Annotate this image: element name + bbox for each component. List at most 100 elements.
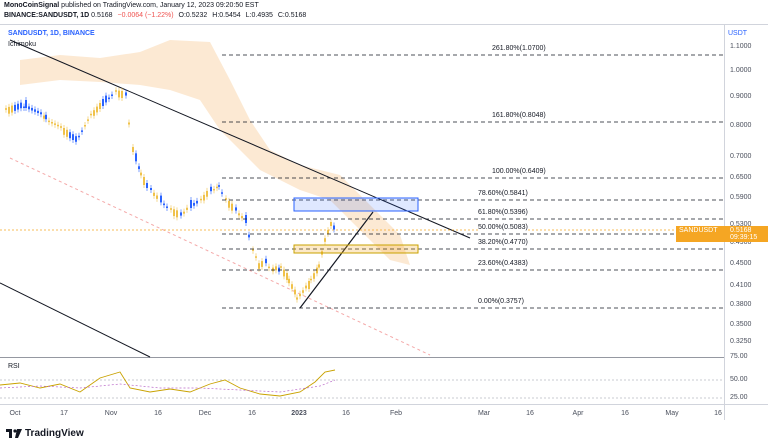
- time-axis-tick: 17: [60, 410, 68, 417]
- rsi-signal-line: [0, 379, 336, 393]
- candle-body: [14, 104, 16, 111]
- author-name[interactable]: MonoCoinSignal: [4, 2, 60, 9]
- candle-body: [54, 123, 56, 125]
- candle-body: [108, 97, 110, 100]
- fib-level-label: 23.60%(0.4383): [478, 260, 528, 267]
- candle-body: [231, 203, 233, 211]
- time-axis-tick: 2023: [291, 410, 307, 417]
- price-axis-tick: 0.6500: [730, 174, 752, 181]
- price-change: −0.0064 (−1.22%): [117, 12, 174, 19]
- currency-label[interactable]: USDT: [728, 30, 748, 37]
- candle-body: [330, 222, 332, 226]
- fib-level-label: 161.80%(0.8048): [492, 112, 546, 119]
- candle-body: [23, 106, 25, 109]
- time-axis-tick: 16: [526, 410, 534, 417]
- ohlc-line: BINANCE:SANDUSDT, 1D 0.5168 −0.0064 (−1.…: [4, 12, 309, 19]
- candle-body: [241, 216, 243, 219]
- candle-body: [105, 95, 107, 103]
- candle-body: [60, 126, 62, 128]
- rsi-label[interactable]: RSI: [8, 363, 20, 370]
- time-axis-tick: Nov: [104, 410, 118, 417]
- price-axis-tick: 0.5300: [730, 221, 752, 228]
- close-value: C:0.5168: [277, 12, 307, 19]
- channel-line-bottom[interactable]: [0, 282, 151, 358]
- candle-body: [37, 110, 39, 114]
- candle-body: [57, 124, 59, 127]
- candle-body: [291, 284, 293, 289]
- candle-body: [238, 213, 240, 216]
- price-axis-tick: 0.3500: [730, 321, 752, 328]
- fib-level-label: 50.00%(0.5083): [478, 224, 528, 231]
- candle-body: [318, 264, 320, 268]
- resistance-zone[interactable]: [293, 197, 419, 212]
- ichimoku-label[interactable]: Ichimoku: [8, 41, 37, 48]
- price-axis-tick: 0.5900: [730, 194, 752, 201]
- tradingview-logo-icon: [6, 429, 22, 438]
- descending-trendline-upper[interactable]: [9, 39, 471, 239]
- candle-body: [78, 135, 80, 138]
- candle-body: [140, 172, 142, 176]
- price-axis-tick: 0.9000: [730, 93, 752, 100]
- candle-body: [8, 106, 10, 114]
- tradingview-brand[interactable]: TradingView: [6, 428, 84, 439]
- candle-body: [156, 195, 158, 199]
- candle-body: [173, 209, 175, 217]
- candle-body: [313, 273, 315, 279]
- candle-body: [210, 186, 212, 192]
- candle-body: [170, 208, 172, 210]
- time-axis-tick: May: [665, 410, 679, 417]
- price-tag-value: 0.5168: [730, 227, 752, 234]
- candle-body: [5, 108, 7, 110]
- candle-body: [111, 94, 113, 96]
- rising-trendline[interactable]: [299, 211, 374, 309]
- candle-body: [128, 122, 130, 125]
- candle-body: [87, 119, 89, 121]
- rsi-axis-tick: 50.00: [730, 376, 748, 383]
- candle-body: [275, 266, 277, 271]
- descending-trendline-lower[interactable]: [9, 157, 431, 356]
- fib-level-label: 100.00%(0.6409): [492, 168, 546, 175]
- price-tag-symbol: SANDUSDT: [679, 227, 718, 234]
- candle-body: [166, 206, 168, 208]
- candle-body: [193, 202, 195, 206]
- candle-body: [48, 120, 50, 123]
- candle-body: [200, 198, 202, 201]
- candle-body: [333, 225, 335, 230]
- candle-body: [72, 134, 74, 140]
- pane-separator[interactable]: [0, 357, 724, 358]
- candle-body: [203, 194, 205, 201]
- time-axis-tick: Feb: [389, 410, 403, 417]
- time-axis-tick: Mar: [477, 410, 491, 417]
- candle-body: [90, 113, 92, 116]
- support-zone[interactable]: [293, 244, 419, 254]
- fib-level-label: 61.80%(0.5396): [478, 209, 528, 216]
- pair-label: BINANCE:SANDUSDT, 1D: [4, 12, 90, 19]
- candle-body: [258, 263, 260, 269]
- candle-body: [302, 290, 304, 293]
- rsi-axis-tick: 25.00: [730, 394, 748, 401]
- chart-canvas[interactable]: [0, 0, 724, 405]
- price-axis-tick: 0.7000: [730, 153, 752, 160]
- candle-body: [288, 278, 290, 284]
- last-price-tag[interactable]: SANDUSDT 0.5168 09:39:15: [676, 226, 768, 242]
- candle-body: [286, 273, 288, 280]
- price-axis-tick: 0.3800: [730, 301, 752, 308]
- time-axis-tick: Oct: [9, 410, 21, 417]
- candle-body: [34, 109, 36, 112]
- candle-body: [221, 192, 223, 194]
- price-axis-tick: 0.3250: [730, 338, 752, 345]
- chart-symbol-label[interactable]: SANDUSDT, 1D, BINANCE: [8, 30, 95, 37]
- candle-body: [186, 207, 188, 210]
- candle-body: [84, 125, 86, 127]
- candle-body: [118, 90, 120, 98]
- candle-body: [66, 129, 68, 137]
- rsi-axis-tick: 75.00: [730, 353, 748, 360]
- candle-body: [218, 185, 220, 187]
- candle-body: [308, 281, 310, 289]
- candle-body: [96, 106, 98, 113]
- brand-text: TradingView: [25, 428, 84, 439]
- fib-level-label: 38.20%(0.4770): [478, 239, 528, 246]
- fib-level-label: 78.60%(0.5841): [478, 190, 528, 197]
- candle-body: [51, 122, 53, 124]
- rsi-line: [0, 369, 336, 397]
